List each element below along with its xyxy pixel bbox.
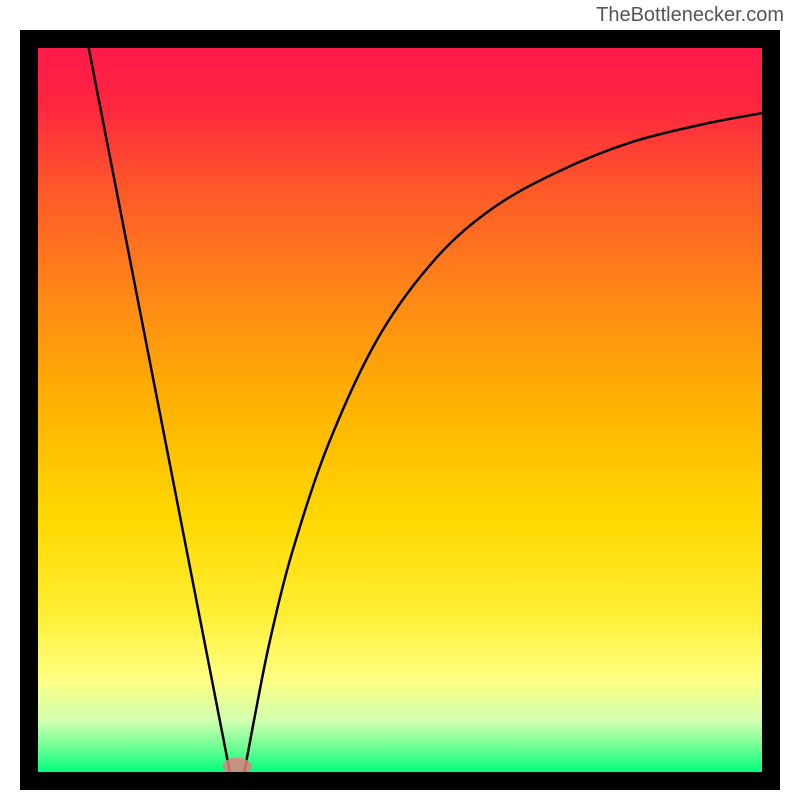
curve-right-arc [244, 113, 762, 772]
chart-curves [38, 48, 762, 772]
curve-left-line [89, 48, 230, 772]
chart-frame [20, 30, 780, 790]
watermark-text: TheBottlenecker.com [596, 4, 784, 27]
